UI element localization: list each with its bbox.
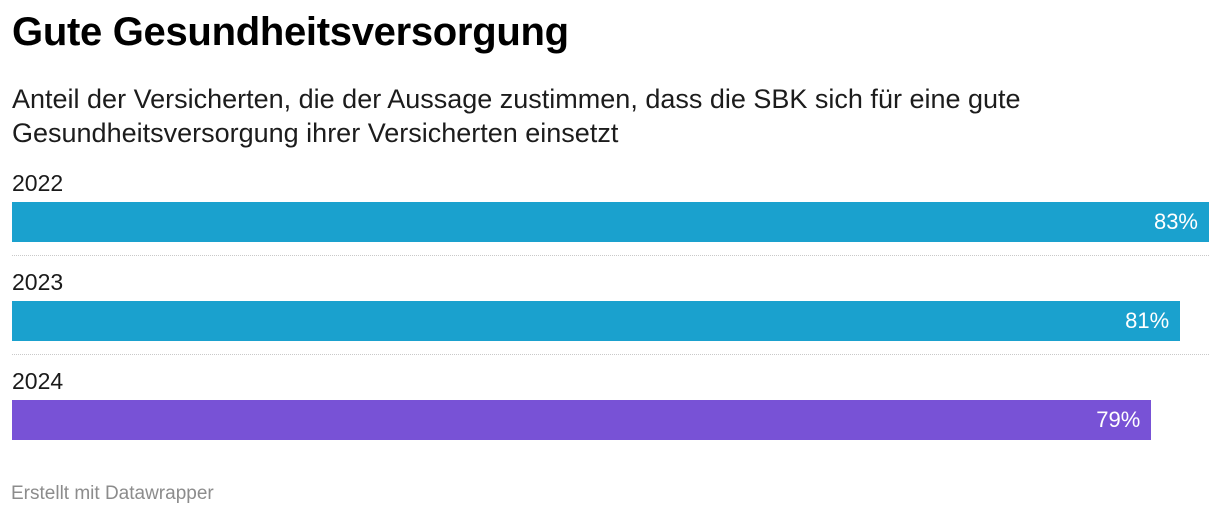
footer-credit[interactable]: Erstellt mit Datawrapper	[11, 483, 214, 504]
value-label-2022: 83%	[1153, 209, 1198, 234]
bar-row-2023: 2023 81%	[12, 269, 1209, 349]
bar-row-2022: 2022 83%	[12, 170, 1209, 250]
category-label-2024: 2024	[12, 368, 64, 394]
chart-subtitle: Anteil der Versicherten, die der Aussage…	[12, 84, 1021, 148]
category-label-2022: 2022	[12, 170, 64, 196]
bar-2023[interactable]: 81%	[12, 301, 1181, 341]
value-label-2023: 81%	[1125, 308, 1170, 333]
row-separator	[12, 255, 1209, 256]
row-separator	[12, 354, 1209, 355]
category-label-2023: 2023	[12, 269, 64, 295]
bar-2024[interactable]: 79%	[12, 400, 1152, 440]
chart-title: Gute Gesundheitsversorgung	[12, 10, 569, 54]
bar-row-2024: 2024 79%	[12, 368, 1209, 448]
value-label-2024: 79%	[1096, 407, 1141, 432]
bar-2022[interactable]: 83%	[12, 202, 1209, 242]
